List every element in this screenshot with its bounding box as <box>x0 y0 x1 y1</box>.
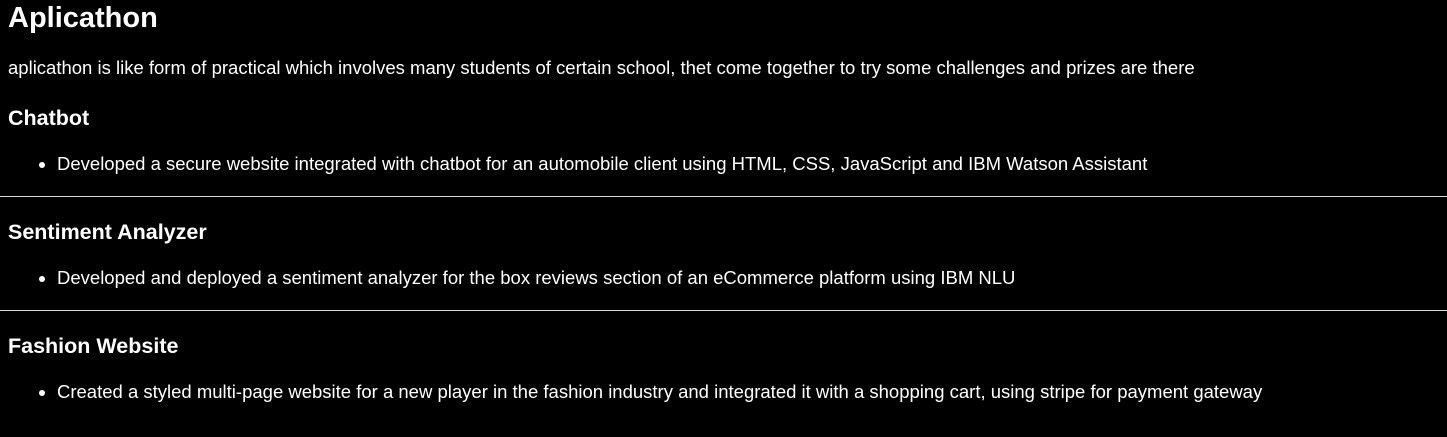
project-section-sentiment-analyzer: Sentiment Analyzer Developed and deploye… <box>8 219 1447 289</box>
project-heading-sentiment-analyzer: Sentiment Analyzer <box>8 220 207 244</box>
project-heading-fashion-website: Fashion Website <box>8 334 179 358</box>
page-title: Aplicathon <box>8 2 158 34</box>
list-item: Created a styled multi-page website for … <box>57 381 1447 403</box>
project-section-fashion-website: Fashion Website Created a styled multi-p… <box>8 333 1447 403</box>
project-section-chatbot: Chatbot Developed a secure website integ… <box>8 105 1447 175</box>
divider <box>0 310 1447 311</box>
project-list-fashion-website: Created a styled multi-page website for … <box>8 381 1447 403</box>
intro-paragraph: aplicathon is like form of practical whi… <box>8 57 1195 78</box>
list-item: Developed and deployed a sentiment analy… <box>57 267 1447 289</box>
divider <box>0 196 1447 197</box>
page: Aplicathon aplicathon is like form of pr… <box>0 0 1447 403</box>
project-list-sentiment-analyzer: Developed and deployed a sentiment analy… <box>8 267 1447 289</box>
project-list-chatbot: Developed a secure website integrated wi… <box>8 153 1447 175</box>
list-item: Developed a secure website integrated wi… <box>57 153 1447 175</box>
project-heading-chatbot: Chatbot <box>8 106 90 130</box>
